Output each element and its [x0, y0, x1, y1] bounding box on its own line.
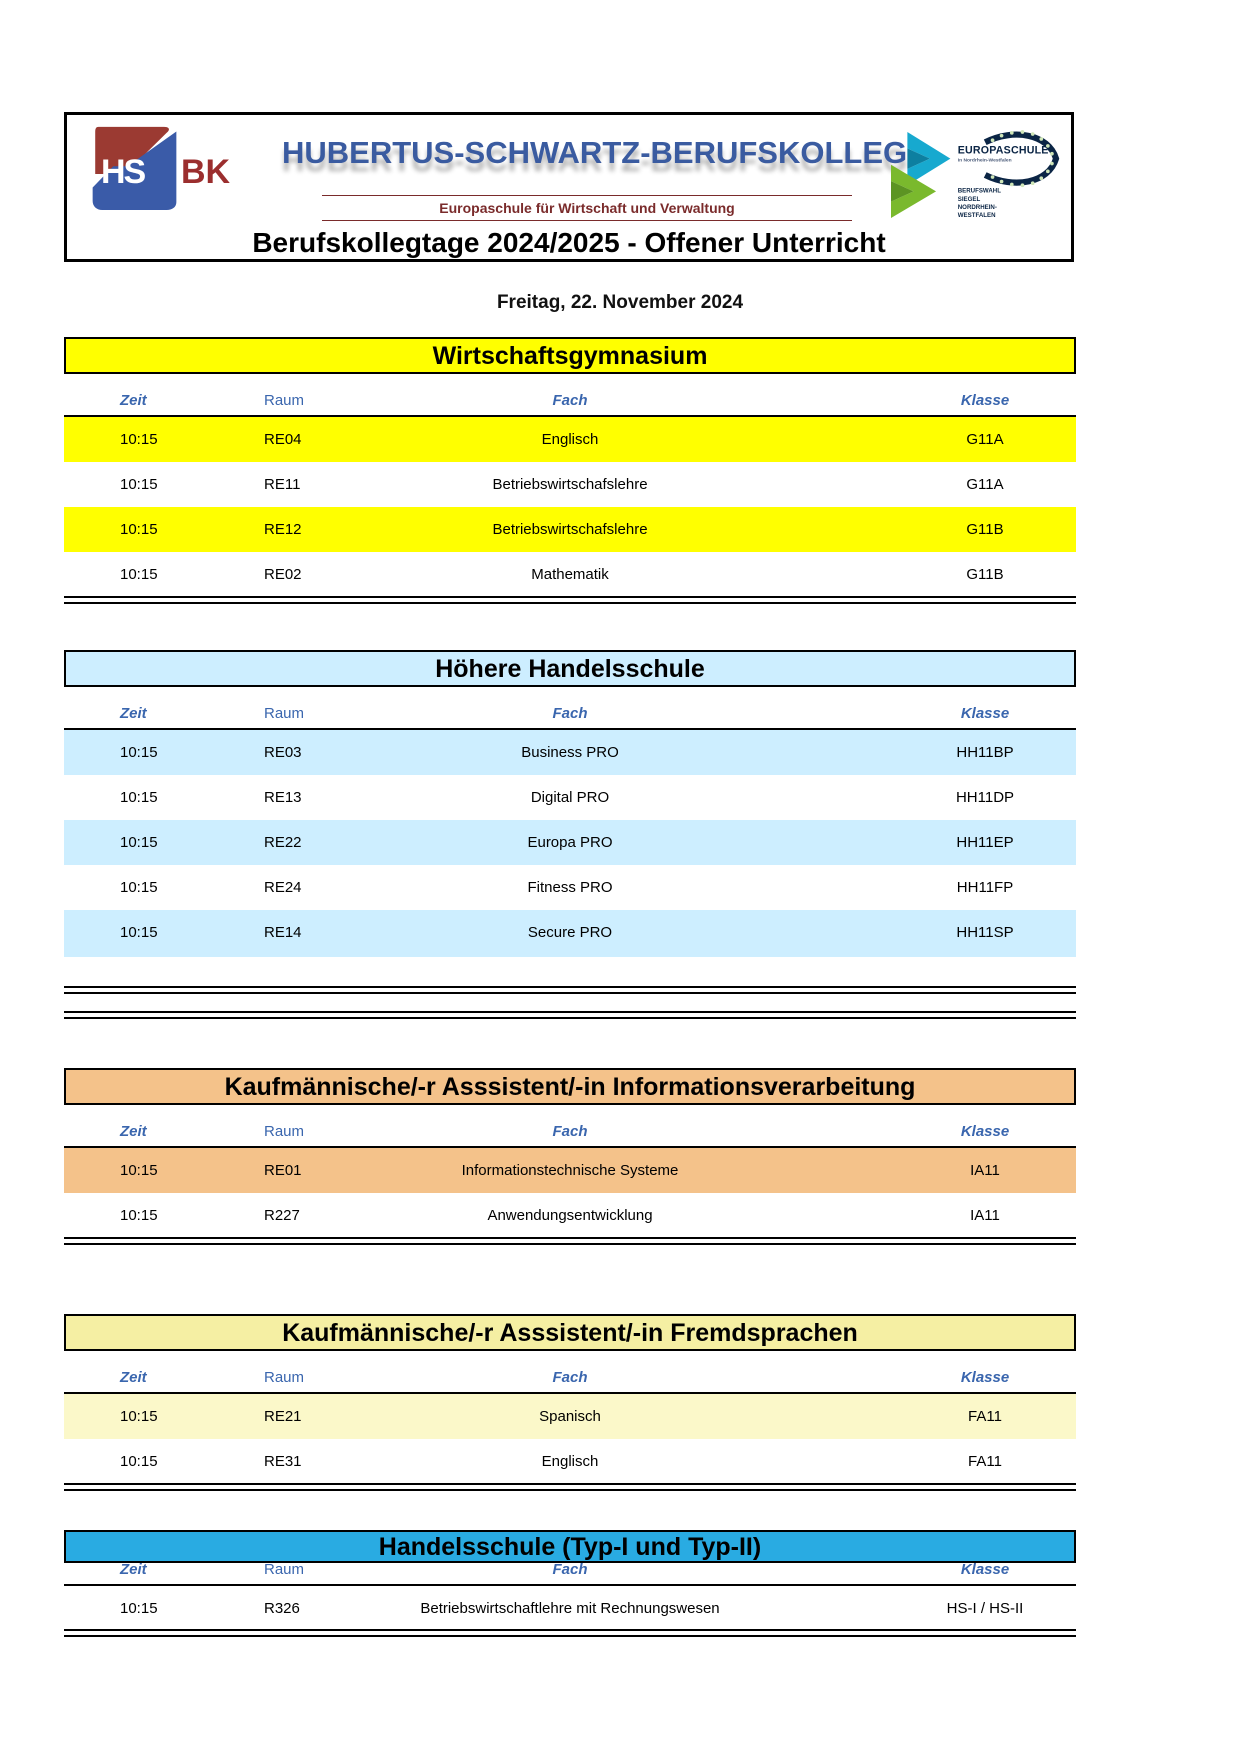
- svg-text:in Nordrhein-Westfalen: in Nordrhein-Westfalen: [958, 157, 1012, 163]
- svg-text:EUROPASCHULE: EUROPASCHULE: [958, 145, 1049, 157]
- svg-text:SIEGEL: SIEGEL: [958, 196, 981, 203]
- svg-text:BERUFSWAHL: BERUFSWAHL: [958, 188, 1001, 195]
- svg-text:NORDRHEIN-: NORDRHEIN-: [958, 204, 997, 211]
- svg-text:WESTFALEN: WESTFALEN: [958, 212, 996, 219]
